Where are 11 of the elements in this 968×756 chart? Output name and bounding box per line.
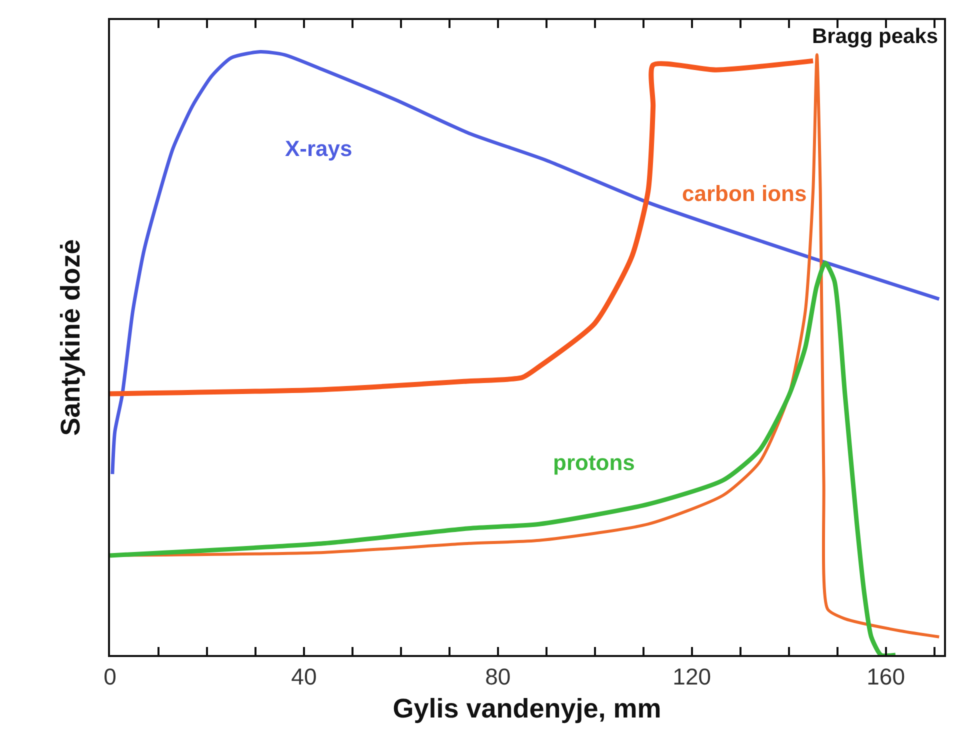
x-tick-label: 0 [104,664,116,690]
x-tick-label: 40 [291,664,317,690]
series-label: carbon ions [682,181,807,206]
x-tick-label: 160 [866,664,905,690]
y-axis-title: Santykinė dozė [56,239,86,436]
text: X-rays [285,136,352,161]
series-label: protons [553,450,635,475]
x-axis-title: Gylis vandenyje, mm [392,694,662,724]
x-tick-label: 120 [672,664,712,690]
text: Bragg peaks [812,25,938,48]
x-tick-label: 80 [485,664,511,690]
